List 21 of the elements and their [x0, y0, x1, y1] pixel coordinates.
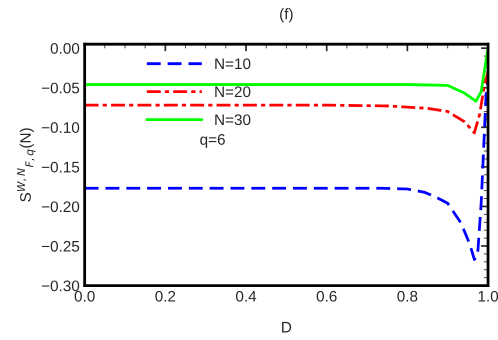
x-tick-label: 0.2	[155, 290, 176, 302]
y-axis-title: S$^{W,N}$$_{F,q}$(N)	[17, 128, 36, 202]
x-axis-title: D	[282, 322, 292, 332]
y-tick-label: −0.10	[42, 122, 80, 133]
line-series	[84, 70, 488, 134]
x-tick-label: 0.4	[236, 290, 256, 302]
legend-label: N=10	[215, 58, 250, 70]
x-tick-label: 0.0	[74, 290, 95, 302]
y-tick-label: 0.00	[50, 43, 80, 54]
x-tick-label: 0.6	[316, 290, 337, 302]
x-tick-label: 0.8	[397, 290, 418, 302]
legend-label: N=20	[215, 86, 250, 98]
y-tick-label: −0.25	[42, 240, 80, 252]
x-tick-label: 1.0	[478, 290, 498, 302]
annotation: q=6	[200, 134, 225, 148]
chart-title: (f)	[280, 8, 293, 22]
y-tick-label: −0.30	[42, 280, 80, 292]
legend-label: N=30	[215, 114, 250, 126]
y-tick-label: −0.05	[42, 82, 80, 94]
y-tick-label: −0.15	[42, 162, 80, 173]
y-tick-label: −0.20	[42, 201, 80, 212]
